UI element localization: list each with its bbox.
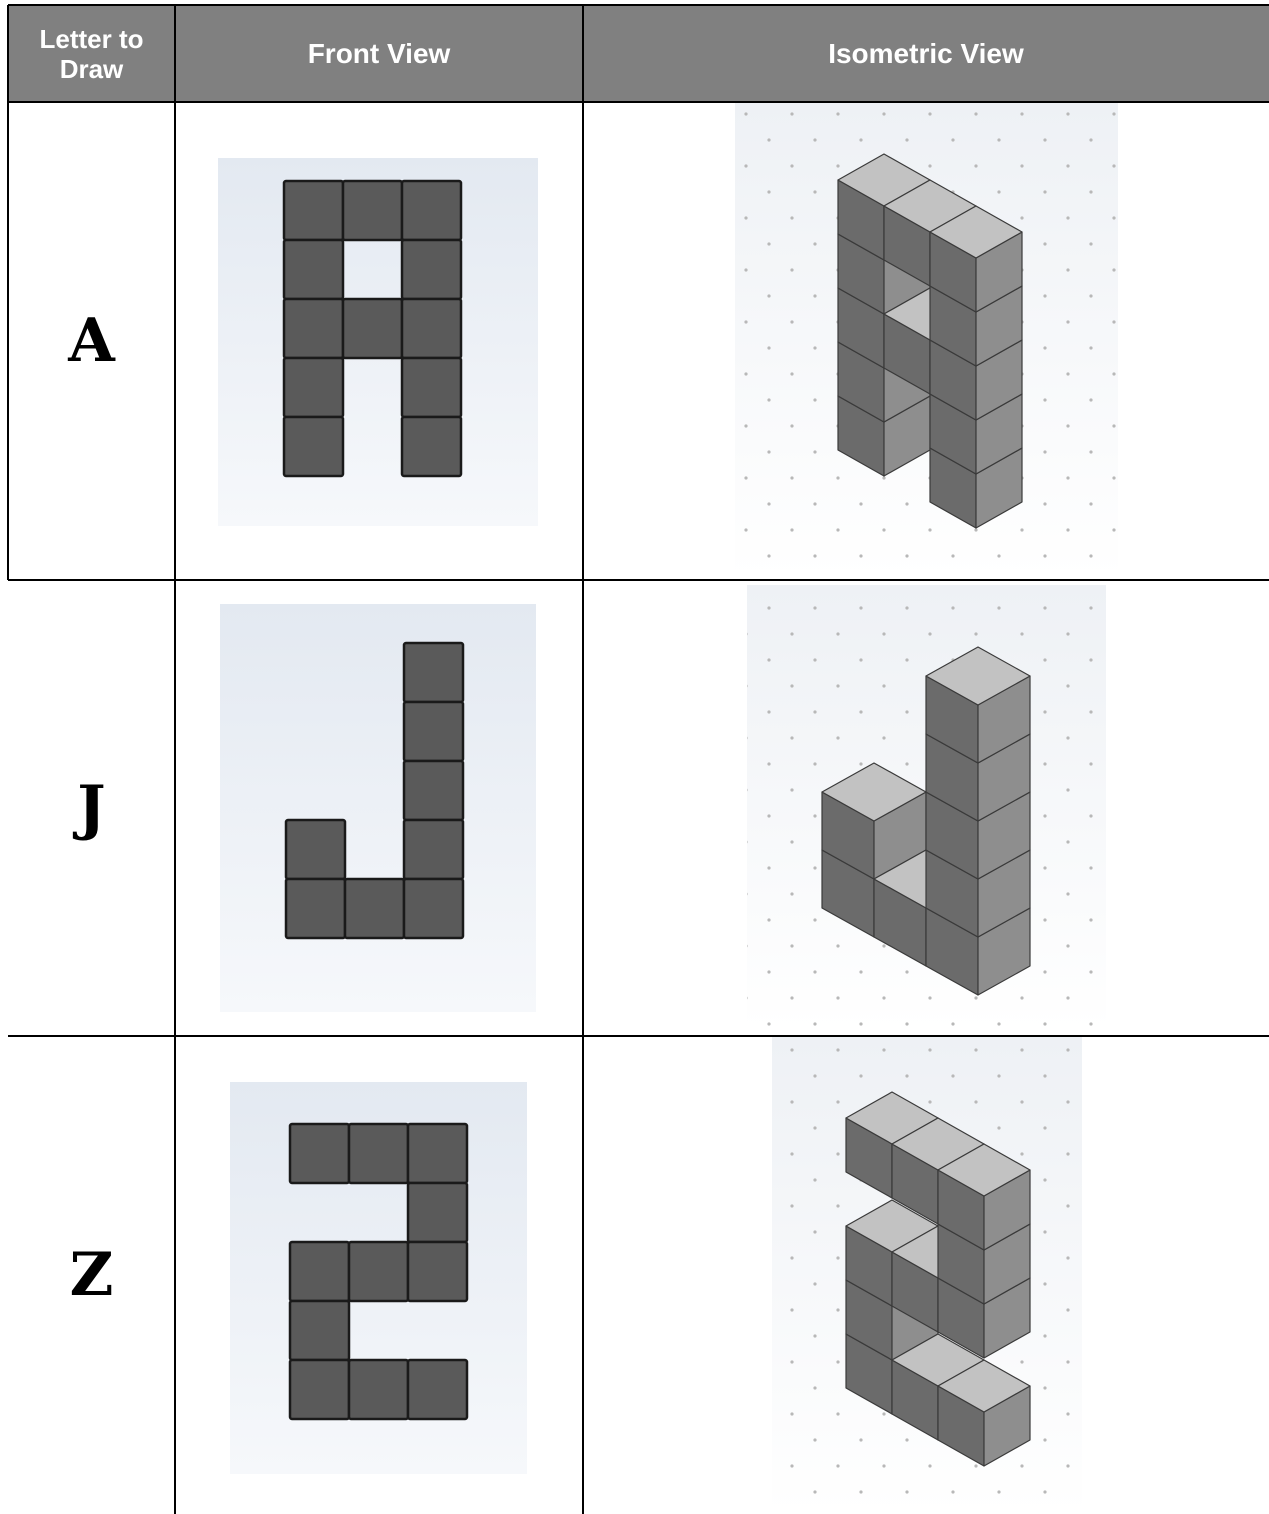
front-cube (406, 1240, 469, 1303)
front-cube (400, 238, 463, 301)
grid-lines (7, 4, 1269, 1514)
front-cube (288, 1358, 351, 1421)
front-cube (400, 356, 463, 419)
front-cube (347, 1122, 410, 1185)
front-cube (347, 1240, 410, 1303)
front-cube (347, 1358, 410, 1421)
front-cube (400, 415, 463, 478)
front-cube (341, 297, 404, 360)
iso-face (937, 1143, 1031, 1197)
front-cube (400, 179, 463, 242)
header-cell: Letter to Draw (39, 23, 144, 84)
front-cube (402, 641, 465, 704)
front-view-bg (220, 604, 536, 1012)
front-cube (282, 238, 345, 301)
header-cell: Isometric View (828, 37, 1024, 69)
letter: Z (69, 1240, 114, 1310)
front-cube (402, 877, 465, 940)
iso-face (937, 1359, 1031, 1413)
iso-face (925, 646, 1031, 706)
front-cube (288, 1240, 351, 1303)
front-cube (282, 356, 345, 419)
front-cube (282, 297, 345, 360)
front-cube (284, 818, 347, 881)
front-cube (406, 1122, 469, 1185)
front-cube (284, 877, 347, 940)
letter: A (68, 306, 115, 376)
front-cube (402, 700, 465, 763)
front-cube (343, 877, 406, 940)
front-cube (406, 1181, 469, 1244)
front-cube (341, 179, 404, 242)
front-cube (402, 759, 465, 822)
front-cube (288, 1299, 351, 1362)
front-cube (400, 297, 463, 360)
front-cube (402, 818, 465, 881)
letter: J (77, 773, 106, 843)
header-bg (8, 5, 1269, 102)
front-cube (282, 415, 345, 478)
header-cell: Front View (307, 37, 451, 69)
front-cube (406, 1358, 469, 1421)
front-cube (282, 179, 345, 242)
front-cube (288, 1122, 351, 1185)
iso-face (929, 205, 1023, 259)
